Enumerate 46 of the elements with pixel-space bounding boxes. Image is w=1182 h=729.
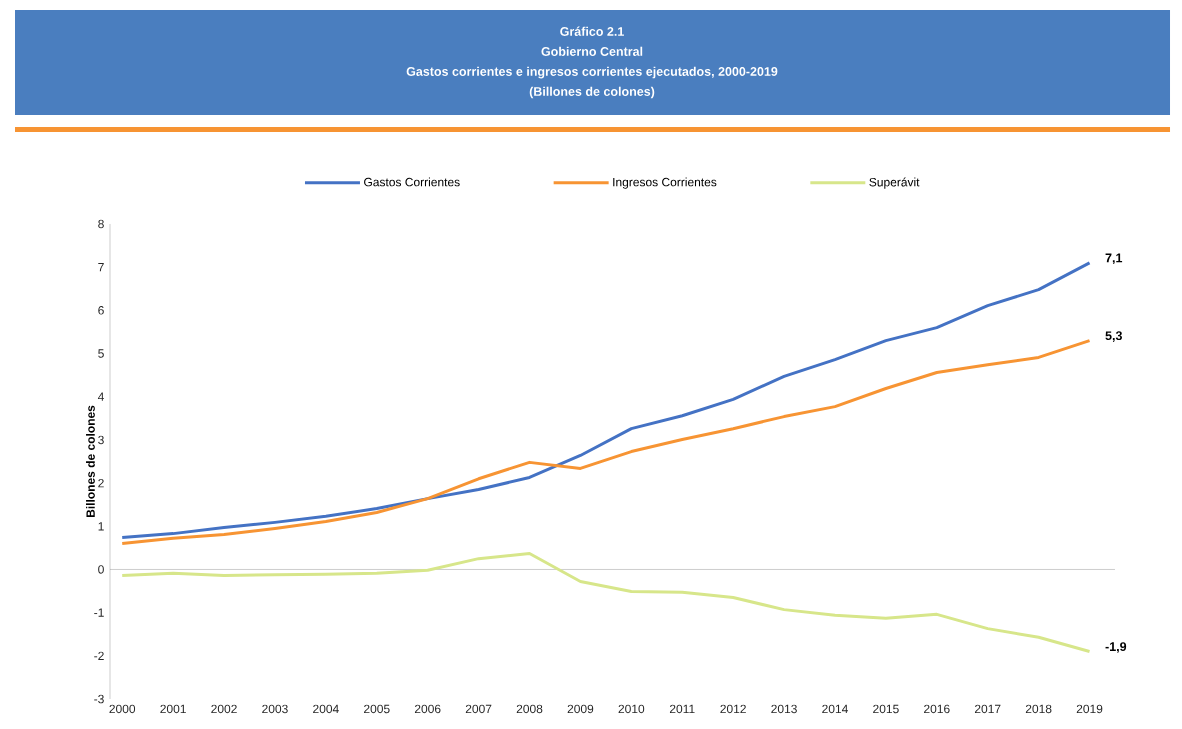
data-label: -1,9	[1105, 642, 1127, 653]
line-series	[120, 339, 1092, 546]
x-tick-label: 2019	[1076, 704, 1103, 714]
x-tick-label: 2007	[465, 704, 492, 714]
y-tick-label: 1	[98, 522, 104, 531]
x-tick-label: 2008	[516, 704, 543, 714]
text: Gobierno Central	[541, 46, 643, 56]
x-tick-label: 2003	[262, 704, 288, 714]
y-tick-label: -2	[94, 651, 104, 661]
x-tick-label: 2011	[669, 704, 695, 714]
x-tick-label: 2018	[1025, 704, 1052, 714]
legend-label: Gastos Corrientes	[364, 177, 460, 187]
y-tick-label: 0	[98, 565, 104, 574]
y-tick-label: 4	[97, 392, 105, 401]
x-tick-label: 2001	[160, 704, 186, 714]
x-tick-label: 2000	[109, 704, 136, 714]
x-tick-label: 2015	[873, 704, 899, 714]
data-label: 5,3	[1105, 331, 1122, 342]
x-tick-label: 2017	[974, 704, 1001, 714]
chart-subtitle: (Billones de colones)	[529, 86, 655, 99]
x-tick-label: 2009	[567, 704, 594, 714]
legend-label: Ingresos Corrientes	[613, 177, 717, 189]
x-tick-label: 2002	[211, 704, 237, 714]
legend-label: Superávit	[869, 177, 920, 189]
x-tick-label: 2004	[313, 704, 339, 714]
y-tick-label: -1	[94, 608, 104, 617]
line-series	[120, 261, 1092, 539]
x-tick-label: 2012	[720, 704, 746, 714]
y-tick-label: 7	[98, 263, 104, 272]
y-tick-label: -3	[94, 694, 104, 704]
x-tick-label: 2014	[822, 704, 848, 714]
x-tick-label: 2016	[924, 704, 950, 714]
y-tick-label: 5	[98, 349, 104, 358]
x-tick-label: 2005	[364, 704, 390, 714]
line-series	[120, 551, 1092, 653]
text: Gráfico 2.1	[560, 26, 624, 36]
x-tick-label: 2013	[771, 704, 797, 714]
y-tick-label: 6	[98, 306, 104, 315]
y-tick-label: 2	[98, 478, 104, 488]
y-axis-title: Billones de colones	[86, 405, 95, 518]
chart-title: Gastos corrientes e ingresos corrientes ejecutados, 2000-2019	[406, 66, 778, 79]
data-label: 7,1	[1105, 253, 1123, 265]
y-tick-label: 3	[98, 435, 104, 445]
y-tick-label: 8	[98, 219, 104, 229]
x-tick-label: 2006	[414, 704, 441, 714]
x-tick-label: 2010	[618, 704, 645, 714]
